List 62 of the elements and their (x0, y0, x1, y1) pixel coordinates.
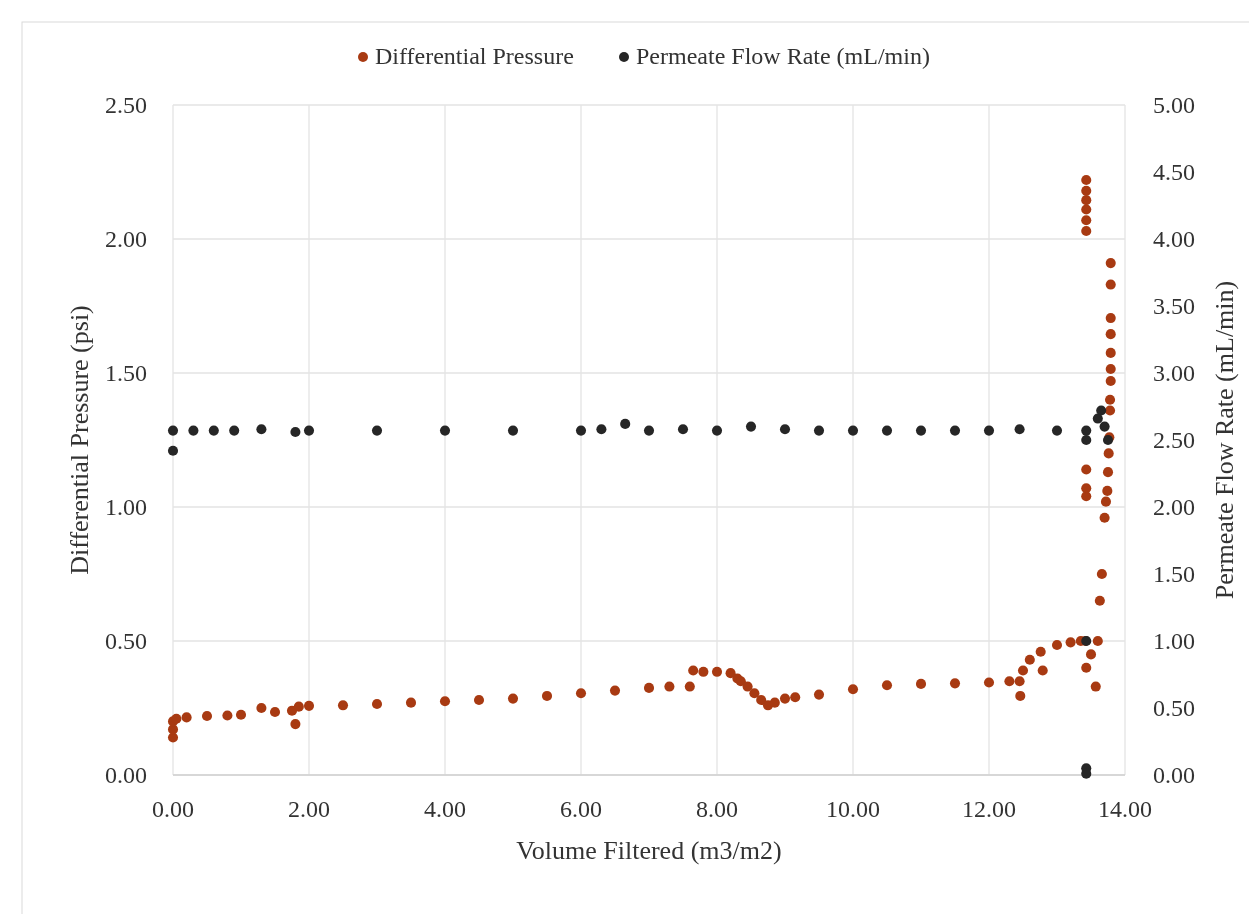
point (881, 425, 893, 436)
point (188, 425, 199, 436)
x-tick-label: 14.00 (1098, 796, 1152, 822)
point (711, 425, 723, 436)
point (507, 425, 519, 436)
y2-tick-label: 1.50 (1153, 561, 1195, 587)
point (229, 425, 240, 436)
point (779, 424, 791, 435)
point (167, 425, 179, 436)
y2-tick-label: 2.50 (1153, 427, 1195, 453)
point (745, 421, 757, 432)
y2-tick-label: 3.50 (1153, 293, 1195, 319)
point (208, 425, 219, 436)
point (949, 425, 961, 436)
point (847, 425, 859, 436)
point (620, 418, 631, 429)
point (813, 425, 825, 436)
x-tick-label: 2.00 (288, 796, 330, 822)
point (596, 424, 607, 435)
legend-label: Differential Pressure (375, 43, 574, 69)
x-tick-label: 4.00 (424, 796, 466, 822)
point (677, 424, 689, 435)
point (167, 445, 179, 456)
legend-label: Permeate Flow Rate (mL/min) (636, 43, 930, 69)
y-tick-label: 1.00 (105, 494, 147, 520)
y2-tick-label: 4.00 (1153, 226, 1195, 252)
y-tick-label: 2.50 (105, 92, 147, 118)
y2-axis-title: Permeate Flow Rate (mL/min) (1210, 280, 1239, 600)
x-axis-title: Volume Filtered (m3/m2) (516, 836, 782, 865)
point (371, 425, 383, 436)
x-tick-label: 10.00 (826, 796, 880, 822)
y2-tick-label: 4.50 (1153, 159, 1195, 185)
x-tick-label: 8.00 (696, 796, 738, 822)
point (915, 425, 927, 436)
point (290, 426, 301, 437)
point (983, 425, 995, 436)
y2-tick-label: 0.50 (1153, 695, 1195, 721)
point (439, 425, 451, 436)
y2-tick-label: 2.00 (1153, 494, 1195, 520)
point (1081, 425, 1092, 436)
y2-tick-label: 1.00 (1153, 628, 1195, 654)
point (1014, 424, 1025, 435)
point (1099, 421, 1110, 432)
point (1096, 405, 1107, 416)
point (256, 424, 267, 435)
point (303, 425, 315, 436)
point (1092, 413, 1103, 424)
x-tick-label: 0.00 (152, 796, 194, 822)
y2-tick-label: 5.00 (1153, 92, 1195, 118)
y-tick-label: 2.00 (105, 226, 147, 252)
y-tick-label: 0.50 (105, 628, 147, 654)
y-tick-label: 1.50 (105, 360, 147, 386)
x-tick-label: 6.00 (560, 796, 602, 822)
point (643, 425, 655, 436)
y-axis-title: Differential Pressure (psi) (65, 305, 94, 575)
point (575, 425, 587, 436)
point (1081, 434, 1092, 446)
point (1051, 425, 1063, 436)
y-tick-label: 0.00 (105, 762, 147, 788)
y2-tick-label: 0.00 (1153, 762, 1195, 788)
x-tick-label: 12.00 (962, 796, 1016, 822)
y2-tick-label: 3.00 (1153, 360, 1195, 386)
